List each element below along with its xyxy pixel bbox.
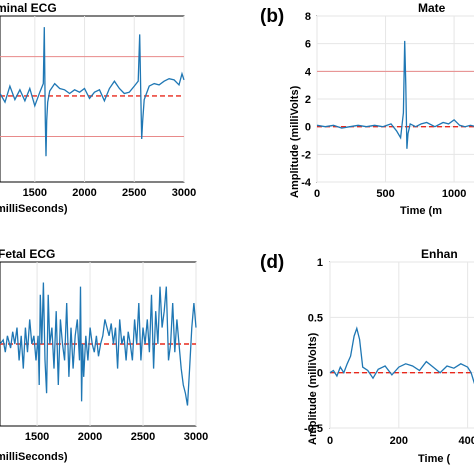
panel-d-ylabel: Amplitude (milliVolts) — [307, 332, 319, 445]
panel-b-x-tick-label-2: 1000 — [442, 188, 466, 200]
panel-b-xlabel: Time (m — [400, 205, 442, 217]
panel-d-frame — [329, 261, 474, 429]
panel-b-y-tick-label-4: 0 — [305, 122, 311, 134]
panel-c-x-ticks: 1500 2000 2500 3000 — [25, 431, 208, 443]
panel-d-x-tick-label-2: 400 — [458, 435, 474, 447]
panel-d-y-tick-label-2: 0 — [317, 368, 323, 380]
panel-b: (b) Mate 0 500 1000 8 6 4 2 0 -2 -4 Time (m Ampl… — [260, 1, 474, 217]
panel-a-signal-line — [0, 27, 185, 157]
panel-b-y-tick-label-1: 6 — [305, 39, 311, 51]
panel-b-ylabel: Amplitude (milliVolts) — [289, 85, 301, 198]
panel-c-x-tick-label-0: 1500 — [25, 431, 49, 443]
panel-c: Fetal ECG 1500 2000 2500 3000 milliSeconds) — [0, 247, 208, 463]
panel-b-x-ticks: 0 500 1000 — [314, 188, 466, 200]
panel-d: (d) Enhan 0 200 400 1 0.5 0 -0.5 Time ( Ampli… — [260, 247, 474, 465]
panel-a: minal ECG 1500 2000 2500 3000 milliSeconds) — [0, 1, 196, 215]
panel-a-x-tick-label-2: 2500 — [122, 187, 146, 199]
panel-a-grid — [34, 16, 185, 182]
panel-a-x-tick-label-3: 3000 — [172, 187, 196, 199]
panel-c-title: Fetal ECG — [0, 247, 55, 261]
panel-a-x-tick-label-1: 2000 — [72, 187, 96, 199]
panel-d-xlabel: Time ( — [418, 453, 451, 465]
panel-d-y-ticks: 1 0.5 0 -0.5 — [304, 257, 323, 435]
panel-a-ref-lines — [0, 56, 184, 138]
panel-b-title: Mate — [418, 1, 446, 15]
panel-d-x-ticks: 0 200 400 — [327, 435, 474, 447]
panel-b-signal-line — [316, 40, 474, 149]
panel-c-signal-line — [0, 282, 197, 406]
panel-d-x-tick-label-1: 200 — [390, 435, 408, 447]
panel-c-x-tick-label-3: 3000 — [184, 431, 208, 443]
panel-a-x-ticks: 1500 2000 2500 3000 — [23, 187, 197, 199]
panel-d-x-tick-label-0: 0 — [327, 435, 333, 447]
panel-b-y-tick-label-2: 4 — [305, 66, 312, 78]
panel-b-y-tick-label-5: -2 — [301, 149, 311, 161]
panel-d-label: (d) — [260, 252, 284, 273]
panel-a-frame — [0, 15, 185, 183]
panel-a-title: minal ECG — [0, 1, 57, 15]
panel-a-x-tick-label-0: 1500 — [23, 187, 47, 199]
panel-b-y-tick-label-0: 8 — [305, 11, 311, 23]
panel-c-xlabel: milliSeconds) — [0, 451, 68, 463]
panel-b-y-tick-label-6: -4 — [301, 177, 312, 189]
panel-c-x-tick-label-2: 2500 — [131, 431, 155, 443]
panel-b-label: (b) — [260, 6, 284, 27]
panel-d-signal-line — [329, 326, 474, 385]
panel-d-title: Enhan — [421, 247, 458, 261]
panel-b-x-tick-label-0: 0 — [314, 188, 320, 200]
panel-c-x-tick-label-1: 2000 — [78, 431, 102, 443]
panel-d-y-tick-label-3: -0.5 — [304, 423, 323, 435]
panel-d-y-tick-label-1: 0.5 — [308, 312, 323, 324]
panel-b-x-tick-label-1: 500 — [376, 188, 394, 200]
panel-a-xlabel: milliSeconds) — [0, 203, 68, 215]
panel-b-y-ticks: 8 6 4 2 0 -2 -4 — [301, 11, 312, 189]
panel-b-y-tick-label-3: 2 — [305, 94, 311, 106]
panel-d-y-tick-label-0: 1 — [317, 257, 323, 269]
